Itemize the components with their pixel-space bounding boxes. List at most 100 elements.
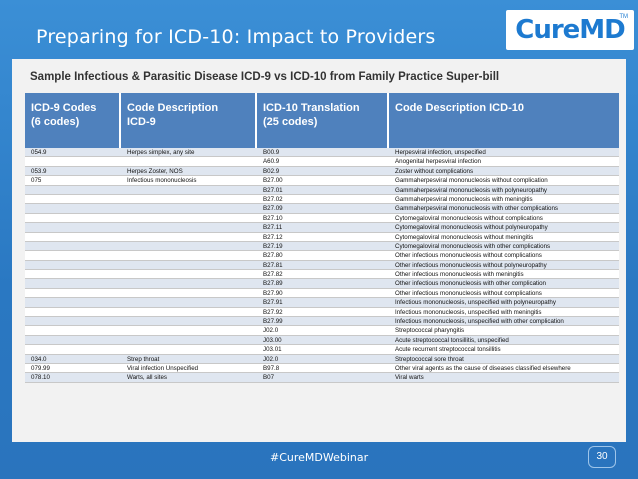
cell-icd9-code bbox=[25, 186, 121, 194]
cell-icd10-description: Herpesviral infection, unspecified bbox=[395, 149, 486, 156]
cell-icd9-description bbox=[121, 204, 257, 212]
table-row: B27.11 Cytomegaloviral mononucleosis with… bbox=[25, 223, 619, 233]
cell-icd9-description: Viral infection Unspecified bbox=[127, 364, 199, 372]
cell-icd9-code: 078.10 bbox=[31, 374, 50, 382]
cell-icd10-description: Acute streptococcal tonsillitis, unspeci… bbox=[395, 336, 509, 344]
cell-icd10-description: Infectious mononucleosis, unspecified wi… bbox=[395, 299, 556, 307]
cell-icd9-code: 054.9 bbox=[31, 149, 47, 156]
table-row: B27.19 Cytomegaloviral mononucleosis with… bbox=[25, 241, 619, 252]
table-row: J02.0 Streptococcal pharyngitis bbox=[25, 326, 619, 336]
cell-icd9-code bbox=[25, 326, 121, 334]
cell-icd9-description bbox=[121, 308, 257, 316]
cell-icd9-description bbox=[121, 157, 257, 165]
cell-icd10-code: A60.9 bbox=[263, 158, 280, 166]
cell-icd9-description bbox=[121, 195, 257, 203]
column-header-icd9-description: Code Description ICD-9 bbox=[121, 93, 257, 148]
table-row: B27.81 Other infectious mononucleosis wit… bbox=[25, 260, 619, 271]
webinar-hashtag: #CureMDWebinar bbox=[270, 451, 369, 464]
page-number: 30 bbox=[588, 446, 616, 468]
table-row: B27.12 Cytomegaloviral mononucleosis with… bbox=[25, 232, 619, 242]
cell-icd10-code: B07 bbox=[263, 374, 275, 382]
cell-icd9-description bbox=[121, 336, 257, 344]
cell-icd9-description bbox=[121, 345, 257, 353]
cell-icd9-description bbox=[121, 223, 257, 231]
cell-icd9-code: 034.0 bbox=[31, 355, 47, 363]
cell-icd9-description bbox=[121, 317, 257, 325]
table-row: A60.9 Anogenital herpesviral infection bbox=[25, 157, 619, 167]
table-row: B27.89 Other infectious mononucleosis wit… bbox=[25, 279, 619, 289]
cell-icd9-code bbox=[25, 336, 121, 344]
cell-icd9-description: Herpes Zoster, NOS bbox=[127, 167, 183, 175]
table-row: J03.00 Acute streptococcal tonsillitis, u… bbox=[25, 335, 619, 346]
table-row: 034.0 Strep throat J02.0 Streptococcal sore… bbox=[25, 354, 619, 364]
cell-icd9-description bbox=[121, 242, 257, 250]
slide-content: Sample Infectious & Parasitic Disease IC… bbox=[12, 59, 626, 442]
cell-icd10-description: Infectious mononucleosis, unspecified wi… bbox=[395, 318, 564, 326]
table-row: 075 Infectious mononucleosis B27.00 Gammahe… bbox=[25, 176, 619, 186]
table-body: 054.9 Herpes simplex, any site B00.9 Herpes… bbox=[25, 148, 619, 383]
table-row: B27.91 Infectious mononucleosis, unspecif… bbox=[25, 298, 619, 308]
cell-icd10-code: B27.89 bbox=[263, 280, 283, 288]
cell-icd9-code bbox=[25, 157, 121, 165]
cell-icd9-code bbox=[25, 270, 121, 278]
cell-icd9-code bbox=[25, 289, 121, 297]
cell-icd10-code: B02.9 bbox=[263, 167, 280, 175]
cell-icd10-description: Streptococcal pharyngitis bbox=[395, 327, 465, 335]
cell-icd10-description: Cytomegaloviral mononucleosis with other… bbox=[395, 242, 551, 250]
cell-icd10-description: Gammaherpesviral mononucleosis without c… bbox=[395, 177, 548, 185]
cell-icd9-description bbox=[121, 326, 257, 334]
cell-icd10-description: Zoster without complications bbox=[395, 167, 474, 175]
column-header-icd10-description: Code Description ICD-10 bbox=[395, 102, 524, 114]
cell-icd9-code bbox=[25, 242, 121, 250]
cell-icd9-code bbox=[25, 317, 121, 325]
cell-icd10-code: B27.99 bbox=[263, 318, 283, 326]
icd-comparison-table: ICD-9 Codes (6 codes) Code Description I… bbox=[25, 93, 619, 383]
cell-icd9-code bbox=[25, 345, 121, 353]
cell-icd10-description: Gammaherpesviral mononucleosis with meni… bbox=[395, 195, 533, 203]
cell-icd10-description: Cytomegaloviral mononucleosis without co… bbox=[395, 214, 543, 222]
column-header-icd10-translation: ICD-10 Translation (25 codes) bbox=[257, 93, 389, 148]
logo-text: CureMD bbox=[515, 15, 626, 45]
table-row: B27.82 Other infectious mononucleosis wit… bbox=[25, 270, 619, 280]
cell-icd10-description: Gammaherpesviral mononucleosis with othe… bbox=[395, 205, 559, 213]
table-row: 079.99 Viral infection Unspecified B97.8 Ot… bbox=[25, 363, 619, 374]
cell-icd10-code: B27.09 bbox=[263, 205, 283, 213]
table-row: 054.9 Herpes simplex, any site B00.9 Herpes… bbox=[25, 148, 619, 158]
table-row: B27.10 Cytomegaloviral mononucleosis with… bbox=[25, 213, 619, 224]
page-title: Preparing for ICD-10: Impact to Provider… bbox=[36, 26, 436, 48]
cell-icd9-code bbox=[25, 261, 121, 269]
table-row: B27.09 Gammaherpesviral mononucleosis wit… bbox=[25, 204, 619, 214]
cell-icd10-code: B27.91 bbox=[263, 299, 283, 307]
cell-icd10-description: Other infectious mononucleosis without p… bbox=[395, 261, 547, 269]
cell-icd10-code: B27.80 bbox=[263, 252, 283, 260]
cell-icd10-description: Streptococcal sore throat bbox=[395, 355, 464, 363]
cell-icd10-description: Infectious mononucleosis, unspecified wi… bbox=[395, 308, 542, 316]
table-row: J03.01 Acute recurrent streptococcal tons… bbox=[25, 345, 619, 355]
cell-icd10-code: B27.12 bbox=[263, 233, 283, 241]
cell-icd9-code bbox=[25, 251, 121, 259]
cell-icd10-code: B27.10 bbox=[263, 214, 283, 222]
table-row: B27.80 Other infectious mononucleosis wit… bbox=[25, 251, 619, 261]
cell-icd10-code: B27.19 bbox=[263, 242, 283, 250]
cell-icd10-description: Viral warts bbox=[395, 374, 424, 382]
cell-icd10-code: B27.02 bbox=[263, 195, 283, 203]
cell-icd10-code: B27.11 bbox=[263, 224, 283, 232]
cell-icd10-code: B27.81 bbox=[263, 261, 283, 269]
cell-icd9-code bbox=[25, 204, 121, 212]
table-row: B27.01 Gammaherpesviral mononucleosis wit… bbox=[25, 185, 619, 195]
cell-icd9-description: Strep throat bbox=[127, 355, 160, 363]
cell-icd9-code bbox=[25, 223, 121, 231]
curemd-logo: CureMD TM bbox=[506, 10, 634, 50]
cell-icd9-description bbox=[121, 289, 257, 297]
cell-icd10-code: J02.0 bbox=[263, 327, 279, 335]
cell-icd9-description bbox=[121, 270, 257, 278]
cell-icd9-code bbox=[25, 214, 121, 222]
cell-icd10-description: Acute recurrent streptococcal tonsilliti… bbox=[395, 346, 501, 354]
cell-icd9-description: Infectious mononucleosis bbox=[127, 177, 197, 185]
cell-icd10-code: B97.8 bbox=[263, 364, 280, 372]
cell-icd10-description: Other infectious mononucleosis without c… bbox=[395, 289, 542, 297]
cell-icd9-code bbox=[25, 195, 121, 203]
cell-icd10-code: J03.00 bbox=[263, 336, 282, 344]
cell-icd10-code: B27.92 bbox=[263, 308, 283, 316]
cell-icd10-description: Other infectious mononucleosis with othe… bbox=[395, 280, 546, 288]
